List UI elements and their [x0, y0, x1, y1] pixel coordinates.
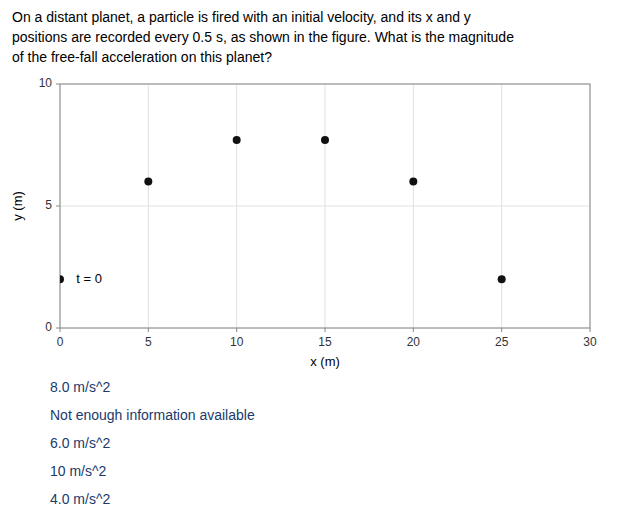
y-axis-label: y (m): [10, 191, 25, 221]
plot-frame: [60, 84, 590, 328]
x-tick-label: 5: [145, 335, 152, 349]
y-tick-label: 5: [45, 198, 52, 212]
y-tick: [56, 206, 60, 207]
y-tick-label: 0: [45, 320, 52, 334]
x-tick-label: 15: [318, 335, 332, 349]
y-tick: [56, 328, 60, 329]
answer-choice: 6.0 m/s^2: [50, 435, 110, 451]
x-tick: [60, 328, 61, 332]
grid-line-y: [60, 206, 590, 207]
x-tick: [325, 328, 326, 332]
annotation: t = 0: [76, 271, 102, 286]
chart: On a distant planet, a particle is fired…: [0, 0, 618, 530]
title: On a distant planet, a particle is fired…: [12, 9, 514, 65]
answer-choice: 4.0 m/s^2: [50, 491, 110, 507]
point: [498, 275, 506, 283]
x-tick-label: 10: [230, 335, 244, 349]
y-tick: [56, 84, 60, 85]
x-tick-label: 25: [495, 335, 509, 349]
answer-choice: 10 m/s^2: [50, 463, 107, 479]
x-axis-label: x (m): [310, 354, 340, 369]
x-tick: [501, 328, 502, 332]
title-line: of the free-fall acceleration on this pl…: [12, 49, 272, 65]
point: [144, 178, 152, 186]
x-tick: [148, 328, 149, 332]
point: [321, 136, 329, 144]
answer-choice: 8.0 m/s^2: [50, 379, 110, 395]
x-tick: [590, 328, 591, 332]
x-tick: [413, 328, 414, 332]
x-tick: [236, 328, 237, 332]
point: [60, 275, 64, 283]
point: [233, 136, 241, 144]
x-tick-label: 20: [407, 335, 421, 349]
answer-choice: Not enough information available: [50, 407, 255, 423]
y-tick-label: 10: [39, 76, 53, 90]
x-tick-label: 0: [57, 335, 64, 349]
point: [409, 178, 417, 186]
title-line: positions are recorded every 0.5 s, as s…: [12, 29, 514, 45]
x-tick-label: 30: [583, 335, 597, 349]
axes: 0 5 10 15 20 25 30 0 5 10: [39, 76, 597, 349]
grid: [60, 84, 590, 328]
title-line: On a distant planet, a particle is fired…: [12, 9, 471, 25]
points: [60, 136, 506, 283]
